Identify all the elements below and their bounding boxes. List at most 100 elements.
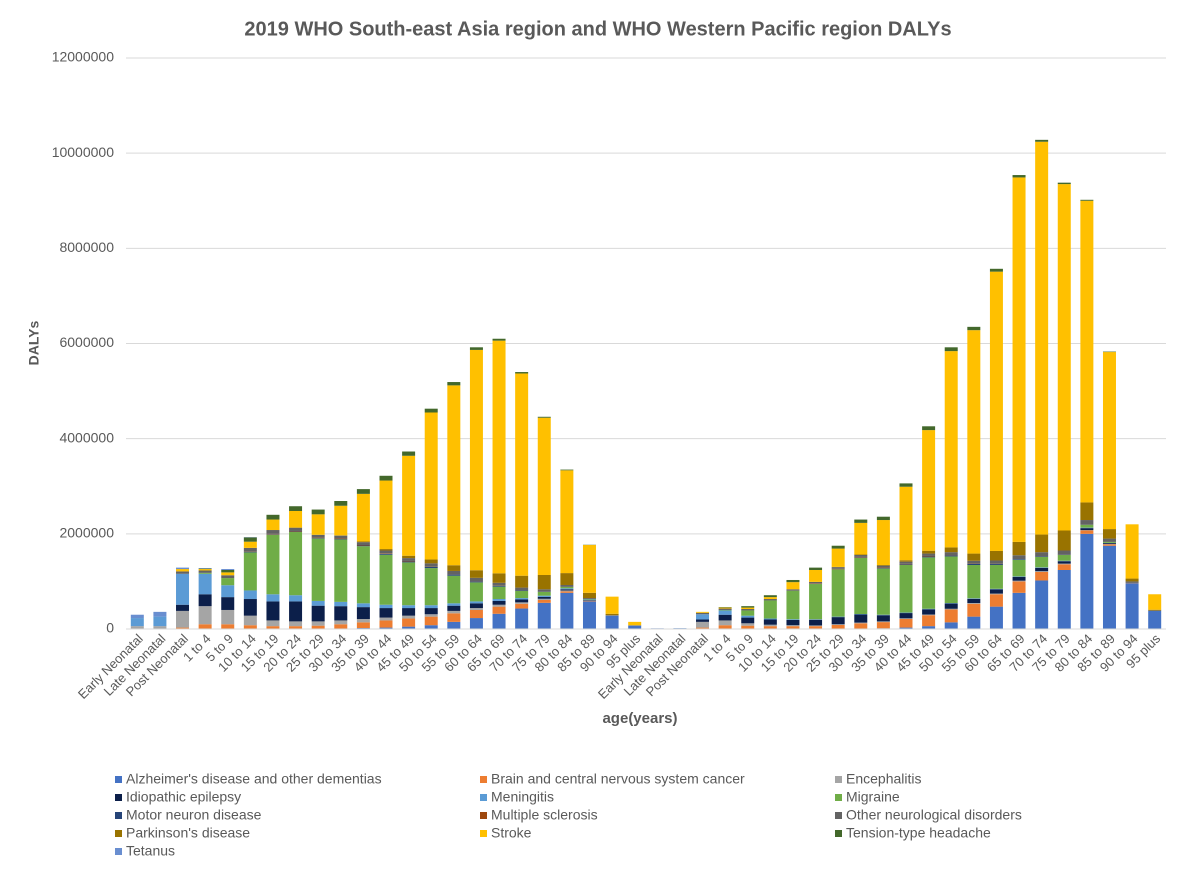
bar-segment: [809, 584, 823, 620]
bar-segment: [379, 549, 393, 551]
bar-segment: [1080, 200, 1094, 503]
bar-segment: [1035, 139, 1049, 142]
bar-segment: [1012, 592, 1026, 629]
bar-segment: [356, 607, 370, 620]
bar-segment: [515, 603, 529, 609]
bar-segment: [424, 568, 438, 606]
bar-segment: [356, 603, 370, 608]
bar-segment: [876, 565, 890, 568]
y-tick-label: 10000000: [52, 144, 115, 160]
legend-label: Meningitis: [491, 789, 554, 805]
bar-segment: [176, 567, 190, 570]
bar-segment: [1080, 199, 1094, 201]
bar-segment: [221, 609, 235, 625]
bar-segment: [989, 593, 1003, 595]
bar-segment: [311, 605, 325, 622]
bar-segment: [944, 351, 958, 548]
bar-segment: [469, 349, 483, 571]
bar-segment: [402, 558, 416, 561]
bar-segment: [469, 608, 483, 610]
bar-segment: [560, 586, 574, 589]
bar-segment: [967, 330, 981, 554]
bar-segment: [424, 608, 438, 615]
bar-segment: [447, 603, 461, 606]
bar-segment: [967, 603, 981, 604]
bar-segment: [763, 618, 777, 620]
bar-segment: [763, 624, 777, 627]
bar-segment: [402, 561, 416, 563]
bar-segment: [876, 520, 890, 566]
bar-segment: [379, 604, 393, 609]
bar-segment: [537, 599, 551, 603]
bar-segment: [1057, 561, 1071, 564]
bar-segment: [899, 619, 913, 628]
bar-segment: [221, 585, 235, 598]
bar-segment: [198, 606, 212, 625]
legend-label: Tension-type headache: [846, 825, 991, 841]
bar-segment: [289, 626, 303, 629]
bar-segment: [1080, 520, 1094, 525]
bar-segment: [537, 591, 551, 596]
bar-segment: [379, 620, 393, 628]
bar-segment: [944, 555, 958, 557]
bar-segment: [130, 618, 144, 627]
bar-segment: [741, 623, 755, 626]
bar-segment: [560, 591, 574, 593]
bar-segment: [1148, 594, 1162, 610]
bar-segment: [537, 596, 551, 599]
bar-segment: [469, 603, 483, 609]
bar-segment: [221, 572, 235, 576]
y-tick-label: 0: [106, 620, 114, 636]
bar-segment: [447, 613, 461, 622]
bar-segment: [266, 626, 280, 629]
bar-segment: [718, 625, 732, 629]
bar-segment: [718, 610, 732, 615]
bar-segment: [492, 600, 506, 605]
bar-segment: [922, 615, 936, 627]
bar-segment: [605, 596, 619, 614]
bar-segment: [560, 589, 574, 591]
bar-segment: [311, 538, 325, 601]
bar-segment: [786, 626, 800, 629]
bar-segment: [379, 617, 393, 621]
y-tick-label: 8000000: [59, 239, 114, 255]
bar-segment: [198, 573, 212, 595]
bar-segment: [176, 627, 190, 629]
bar-segment: [515, 599, 529, 603]
bar-segment: [854, 623, 868, 629]
y-axis-label: DALYs: [26, 320, 42, 365]
bar-segment: [515, 587, 529, 591]
bar-segment: [356, 541, 370, 543]
bar-segment: [469, 609, 483, 619]
bar-segment: [469, 577, 483, 582]
bar-segment: [424, 605, 438, 609]
bar-segment: [809, 567, 823, 570]
bar-segment: [402, 562, 416, 606]
bar-segment: [582, 592, 596, 599]
legend-label: Other neurological disorders: [846, 807, 1022, 823]
bar-segment: [221, 597, 235, 610]
bar-segment: [967, 560, 981, 564]
y-tick-label: 4000000: [59, 429, 114, 445]
legend-label: Migraine: [846, 789, 900, 805]
legend-label: Parkinson's disease: [126, 825, 250, 841]
bar-segment: [922, 553, 936, 556]
y-tick-label: 12000000: [52, 49, 115, 65]
bar-segment: [334, 601, 348, 607]
bar-segment: [447, 565, 461, 571]
bar-segment: [334, 535, 348, 539]
bar-segment: [763, 600, 777, 619]
bar-segment: [424, 614, 438, 617]
bar-segment: [741, 615, 755, 618]
bar-segment: [379, 627, 393, 629]
bar-segment: [1080, 533, 1094, 629]
bar-segment: [1035, 580, 1049, 629]
y-tick-label: 2000000: [59, 525, 114, 541]
bar-segment: [718, 607, 732, 609]
bar-segment: [356, 493, 370, 542]
bar-segment: [876, 615, 890, 622]
bar-segment: [424, 408, 438, 413]
bar-segment: [854, 522, 868, 555]
bar-segment: [922, 609, 936, 615]
